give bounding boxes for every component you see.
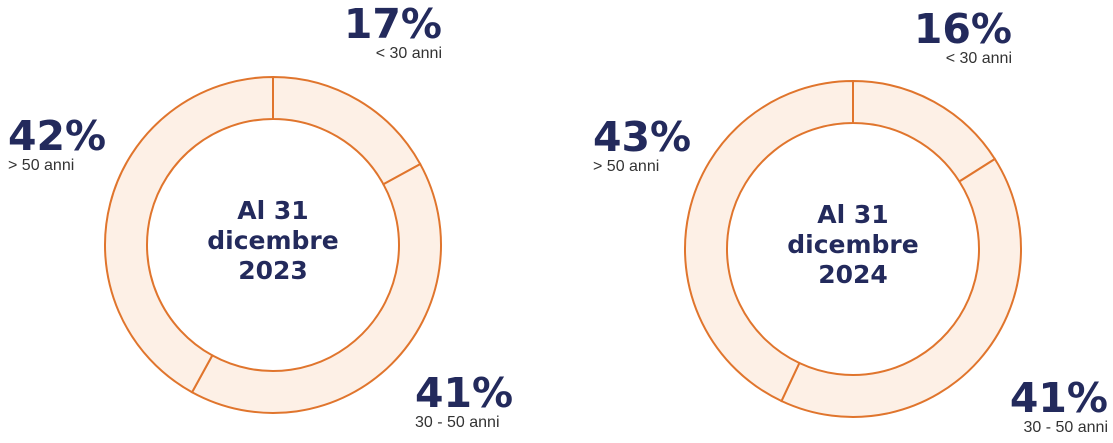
- center-line-2: dicembre: [787, 230, 919, 259]
- slice-pct-over-50: 42%: [8, 112, 107, 160]
- slice-label-over-50: 43% > 50 anni: [593, 117, 691, 177]
- center-label-2023: Al 31 dicembre 2023: [173, 196, 373, 286]
- donut-chart-2024: Al 31 dicembre 2024 16% < 30 anni 41% 30…: [556, 0, 1112, 443]
- slice-30-50: [780, 157, 1022, 418]
- slice-label-30-50: 41% 30 - 50 anni: [1010, 378, 1108, 438]
- slice-30-50: [190, 162, 443, 415]
- slice-cat-30-50: 30 - 50 anni: [1023, 419, 1108, 436]
- donut-ring-2024: [684, 79, 1022, 418]
- slice-cat-30-50: 30 - 50 anni: [415, 414, 500, 431]
- slice-cat-over-50: > 50 anni: [593, 158, 660, 175]
- slice-cat-under-30: < 30 anni: [375, 45, 442, 62]
- donut-svg-2024: [684, 79, 1022, 418]
- slice-cat-under-30: < 30 anni: [945, 50, 1012, 67]
- donut-ring-2023: [103, 75, 443, 415]
- slice-pct-30-50: 41%: [1009, 374, 1108, 422]
- slice-under-30: [272, 75, 422, 186]
- slice-label-under-30: 17% < 30 anni: [344, 4, 442, 64]
- slice-label-over-50: 42% > 50 anni: [8, 116, 106, 176]
- slice-pct-under-30: 16%: [913, 5, 1012, 53]
- center-line-1: Al 31: [817, 200, 889, 229]
- center-label-2024: Al 31 dicembre 2024: [753, 200, 953, 290]
- slice-pct-over-50: 43%: [593, 113, 692, 161]
- slice-over-50: [684, 79, 854, 403]
- center-line-3: 2023: [238, 256, 308, 285]
- donut-chart-2023: Al 31 dicembre 2023 17% < 30 anni 41% 30…: [0, 0, 556, 443]
- slice-label-30-50: 41% 30 - 50 anni: [415, 373, 513, 433]
- donut-svg-2023: [103, 75, 443, 415]
- slice-under-30: [852, 79, 997, 183]
- slice-label-under-30: 16% < 30 anni: [914, 9, 1012, 69]
- slice-pct-30-50: 41%: [415, 369, 514, 417]
- slice-pct-under-30: 17%: [343, 0, 442, 48]
- slice-over-50: [103, 75, 274, 394]
- center-line-3: 2024: [818, 260, 888, 289]
- slice-cat-over-50: > 50 anni: [8, 157, 75, 174]
- center-line-1: Al 31: [237, 196, 309, 225]
- center-line-2: dicembre: [207, 226, 339, 255]
